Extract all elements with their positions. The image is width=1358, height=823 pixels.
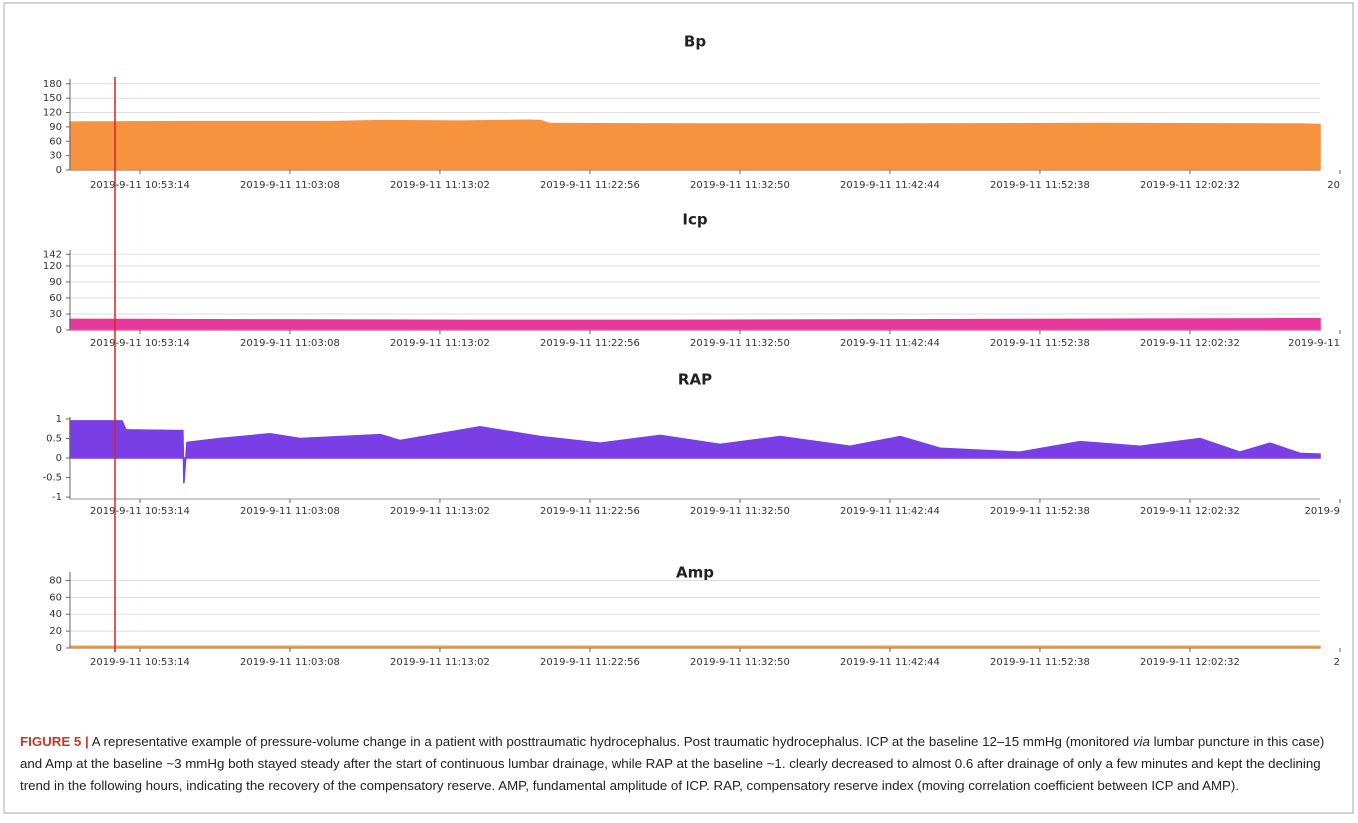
x-tick-label: 20 — [1327, 180, 1340, 191]
y-tick-label: 90 — [49, 122, 62, 133]
y-tick-label: 180 — [43, 79, 62, 90]
x-tick-label: 2019-9-11 10:53:14 — [90, 657, 190, 668]
x-tick-label: 2019-9-11 11:32:50 — [690, 338, 790, 349]
x-tick-label: 2019-9-11 12:02:32 — [1140, 657, 1240, 668]
area — [69, 420, 1321, 484]
y-tick-label: 60 — [49, 592, 62, 603]
y-tick-label: -1 — [52, 492, 62, 503]
y-tick-label: 60 — [49, 293, 62, 304]
x-tick-label: 2019-9-11 11:32:50 — [690, 180, 790, 191]
y-tick-label: 150 — [43, 93, 62, 104]
x-tick-label: 2019-9-11 11:52:38 — [990, 338, 1090, 349]
y-tick-label: 0 — [56, 643, 62, 654]
y-tick-label: 120 — [43, 261, 62, 272]
y-tick-label: 0 — [56, 453, 62, 464]
y-tick-label: 0.5 — [46, 433, 62, 444]
y-tick-label: 30 — [49, 151, 62, 162]
x-tick-label: 2019-9-11 11:22:56 — [540, 338, 640, 349]
y-tick-label: -0.5 — [42, 473, 62, 484]
x-tick-label: 2019-9-11 10:53:14 — [90, 180, 190, 191]
x-tick-label: 2 — [1334, 657, 1340, 668]
y-tick-label: 30 — [49, 309, 62, 320]
x-tick-label: 2019-9-11 11:22:56 — [540, 180, 640, 191]
x-tick-label: 2019-9-11 11:52:38 — [990, 506, 1090, 517]
y-tick-label: 60 — [49, 136, 62, 147]
chart-title: Icp — [682, 211, 707, 229]
x-tick-label: 2019-9-11 11:32:50 — [690, 506, 790, 517]
x-tick-label: 2019-9-11 11:42:44 — [840, 657, 940, 668]
frame — [3, 2, 1354, 814]
x-tick-label: 2019-9-11 11:03:08 — [240, 506, 340, 517]
x-tick-label: 2019-9-11 10:53:14 — [90, 506, 190, 517]
caption-label: FIGURE 5 | — [20, 734, 89, 749]
x-tick-label: 2019-9-11 11:03:08 — [240, 657, 340, 668]
x-tick-label: 2019-9-11 11:03:08 — [240, 338, 340, 349]
caption-text: lumbar puncture in this case) and Amp at… — [20, 734, 1325, 793]
y-tick-label: 120 — [43, 108, 62, 119]
x-tick-label: 2019-9-11 11:22:56 — [540, 506, 640, 517]
area — [69, 119, 1321, 171]
y-tick-label: 1 — [56, 414, 62, 425]
x-tick-label: 2019-9 — [1305, 506, 1340, 517]
x-tick-label: 2019-9-11 11:13:02 — [390, 657, 490, 668]
y-tick-label: 20 — [49, 626, 62, 637]
x-tick-label: 2019-9-11 — [1288, 338, 1340, 349]
x-tick-label: 2019-9-11 11:13:02 — [390, 506, 490, 517]
x-tick-label: 2019-9-11 11:13:02 — [390, 338, 490, 349]
y-tick-label: 90 — [49, 277, 62, 288]
caption: FIGURE 5 | A representative example of p… — [20, 731, 1335, 797]
x-tick-label: 2019-9-11 11:32:50 — [690, 657, 790, 668]
chart-title: Bp — [684, 33, 706, 51]
x-tick-label: 2019-9-11 11:03:08 — [240, 180, 340, 191]
caption-text: A representative example of pressure-vol… — [88, 734, 1133, 749]
x-tick-label: 2019-9-11 11:13:02 — [390, 180, 490, 191]
area — [69, 318, 1321, 331]
x-tick-label: 2019-9-11 11:52:38 — [990, 657, 1090, 668]
y-tick-label: 142 — [43, 249, 62, 260]
x-tick-label: 2019-9-11 11:52:38 — [990, 180, 1090, 191]
y-tick-label: 0 — [56, 165, 62, 176]
x-tick-label: 2019-9-11 12:02:32 — [1140, 180, 1240, 191]
chart-title: RAP — [678, 371, 712, 389]
y-tick-label: 80 — [49, 575, 62, 586]
x-tick-label: 2019-9-11 12:02:32 — [1140, 338, 1240, 349]
y-tick-label: 40 — [49, 609, 62, 620]
x-tick-label: 2019-9-11 11:42:44 — [840, 180, 940, 191]
chart-title: Amp — [676, 564, 714, 582]
x-tick-label: 2019-9-11 11:42:44 — [840, 506, 940, 517]
x-tick-label: 2019-9-11 11:22:56 — [540, 657, 640, 668]
y-tick-label: 0 — [56, 325, 62, 336]
caption-italic: via — [1132, 734, 1150, 749]
x-tick-label: 2019-9-11 10:53:14 — [90, 338, 190, 349]
x-tick-label: 2019-9-11 12:02:32 — [1140, 506, 1240, 517]
x-tick-label: 2019-9-11 11:42:44 — [840, 338, 940, 349]
